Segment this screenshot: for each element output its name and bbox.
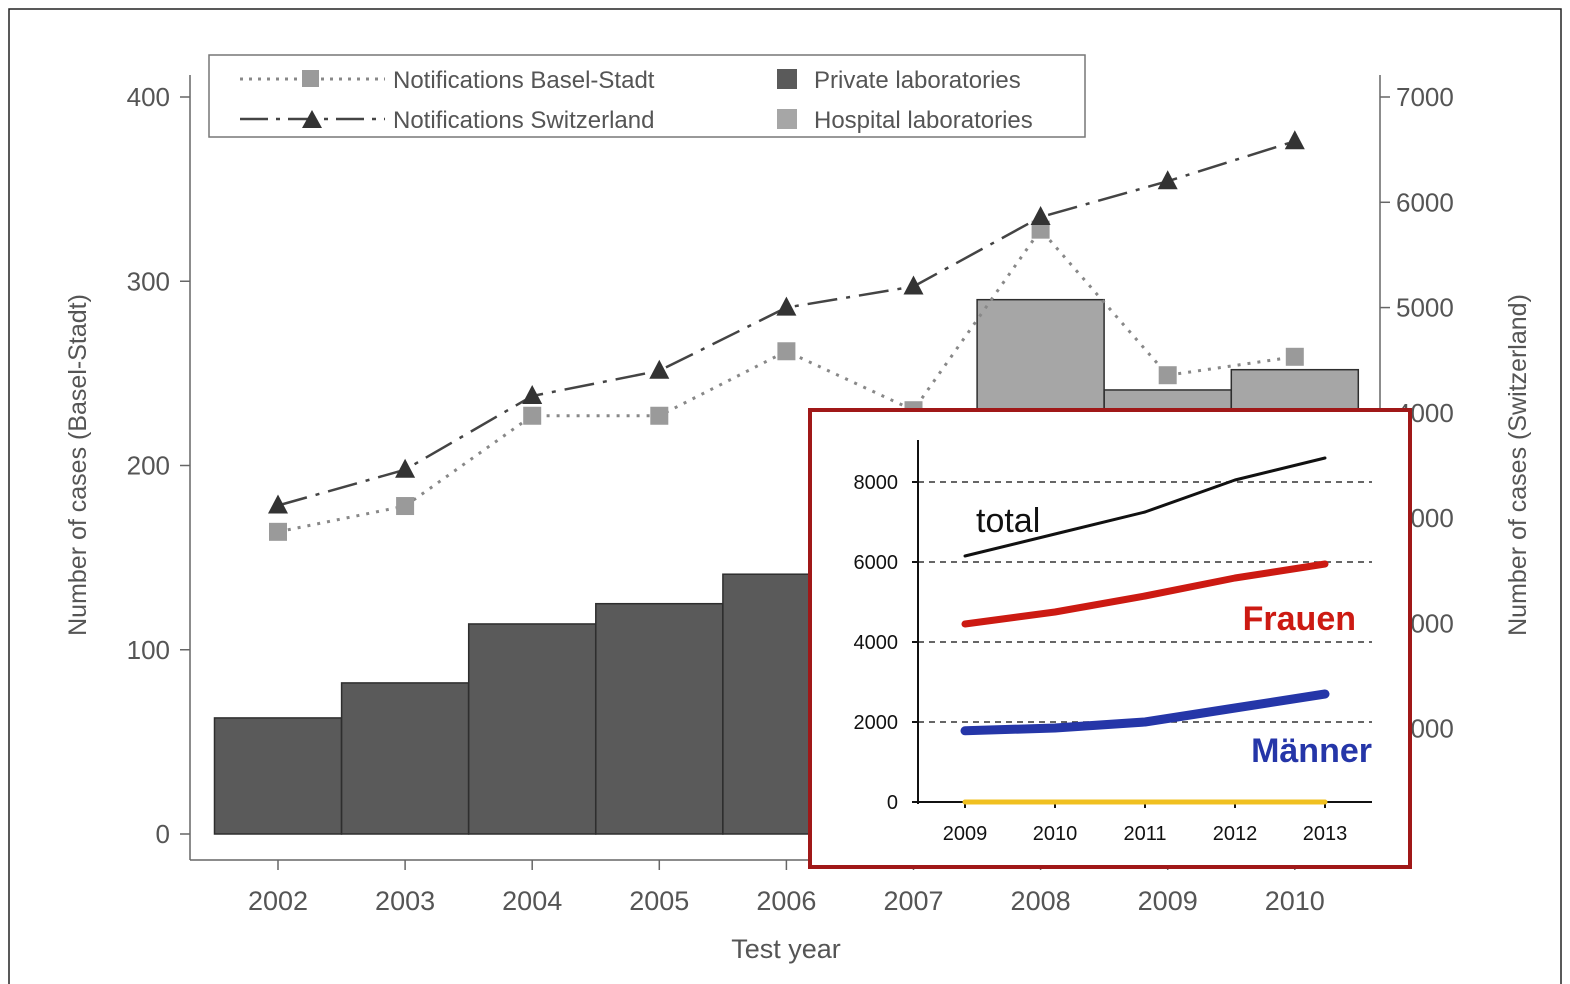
y-right-tick-label-5000: 5000 — [1396, 293, 1454, 323]
inset-line-total — [963, 456, 1327, 558]
line-notifications-switzerland — [277, 140, 1296, 507]
inset-y-tick-label-8000: 8000 — [854, 472, 899, 494]
point-notifications-switzerland-2005 — [649, 359, 670, 379]
y-left-tick-label-0: 0 — [156, 819, 170, 849]
legend-box — [208, 54, 1086, 138]
inset-y-tick-label-6000: 6000 — [854, 552, 899, 574]
inset-x-tick-label-2011: 2011 — [1123, 823, 1166, 845]
bar-private-laboratories-2005 — [595, 602, 724, 835]
inset-chart: 0 2000 4000 6000 8000 2009 2010 2011 2012 2013 to… — [808, 408, 1412, 869]
lines-layer — [268, 130, 1305, 541]
y-left-tick-label-300: 300 — [127, 266, 170, 296]
y-left-tick-label-200: 200 — [127, 451, 170, 481]
point-notifications-switzerland-2002 — [268, 494, 288, 514]
inset-line-frauen — [961, 560, 1329, 628]
inset-y-tick-label-0: 0 — [887, 792, 898, 814]
point-notifications-switzerland-2003 — [395, 458, 416, 478]
y-left-tick-label-100: 100 — [127, 635, 170, 665]
inset-label-total: total — [976, 502, 1040, 540]
legend-basel-label: Notifications Basel-Stadt — [393, 67, 655, 94]
y-left-tick-label-400: 400 — [127, 82, 170, 112]
x-axis-title: Test year — [731, 934, 841, 964]
y-axis-right-title: Number of cases (Switzerland) — [1504, 294, 1532, 636]
inset-x-tick-label-2012: 2012 — [1213, 823, 1258, 845]
legend: Notifications Basel-Stadt Notifications … — [208, 54, 1086, 138]
x-tick-label-2004: 2004 — [502, 886, 562, 916]
inset-label-frauen: Frauen — [1243, 600, 1356, 638]
point-notifications-basel-stadt-2008 — [1031, 220, 1050, 239]
inset-label-maenner: Männer — [1251, 732, 1372, 770]
axes-layer: 0100200300400010002000300040005000600070… — [127, 75, 1454, 916]
x-tick-label-2006: 2006 — [756, 886, 816, 916]
x-tick-label-2007: 2007 — [883, 886, 943, 916]
inset-grid — [918, 481, 1372, 723]
bar-private-laboratories-2004 — [467, 623, 597, 835]
inset-x-tick-label-2009: 2009 — [943, 823, 988, 845]
x-tick-label-2005: 2005 — [629, 886, 689, 916]
point-notifications-basel-stadt-2009 — [1158, 366, 1177, 385]
inset-y-tick-label-2000: 2000 — [854, 712, 899, 734]
x-tick-label-2010: 2010 — [1265, 886, 1325, 916]
legend-hospital-label: Hospital laboratories — [814, 107, 1033, 134]
inset-x-tick-label-2010: 2010 — [1033, 823, 1078, 845]
y-right-tick-label-6000: 6000 — [1396, 187, 1454, 217]
x-tick-label-2009: 2009 — [1138, 886, 1198, 916]
y-right-tick-label-7000: 7000 — [1396, 82, 1454, 112]
inset-frame — [808, 408, 1412, 869]
y-axis-left-title: Number of cases (Basel-Stadt) — [64, 294, 92, 636]
point-notifications-basel-stadt-2004 — [523, 406, 542, 425]
point-notifications-switzerland-2009 — [1157, 170, 1178, 190]
inset-y-tick-label-4000: 4000 — [854, 632, 899, 654]
x-tick-label-2002: 2002 — [248, 886, 308, 916]
line-notifications-basel-stadt — [277, 227, 1296, 534]
legend-basel-marker — [302, 70, 319, 87]
bar-private-laboratories-2003 — [340, 682, 470, 835]
point-notifications-switzerland-2004 — [522, 385, 543, 405]
point-notifications-switzerland-2006 — [776, 296, 797, 316]
bar-private-laboratories-2002 — [213, 717, 343, 835]
x-tick-label-2003: 2003 — [375, 886, 435, 916]
point-notifications-basel-stadt-2002 — [269, 522, 287, 541]
legend-private-swatch — [777, 69, 797, 89]
point-notifications-switzerland-2008 — [1030, 206, 1051, 226]
legend-hospital-swatch — [777, 109, 797, 129]
point-notifications-switzerland-2010 — [1284, 130, 1305, 150]
legend-private-label: Private laboratories — [814, 67, 1021, 94]
point-notifications-switzerland-2007 — [903, 275, 924, 295]
inset-line-m-nner — [960, 689, 1330, 736]
legend-swiss-marker — [302, 110, 322, 128]
point-notifications-basel-stadt-2005 — [650, 406, 669, 425]
inset-lines — [960, 456, 1330, 805]
inset-x-tick-label-2013: 2013 — [1303, 823, 1348, 845]
legend-swiss-label: Notifications Switzerland — [393, 107, 654, 134]
point-notifications-basel-stadt-2006 — [777, 342, 796, 361]
x-tick-label-2008: 2008 — [1011, 886, 1071, 916]
point-notifications-basel-stadt-2010 — [1285, 347, 1304, 366]
point-notifications-basel-stadt-2003 — [396, 497, 415, 516]
